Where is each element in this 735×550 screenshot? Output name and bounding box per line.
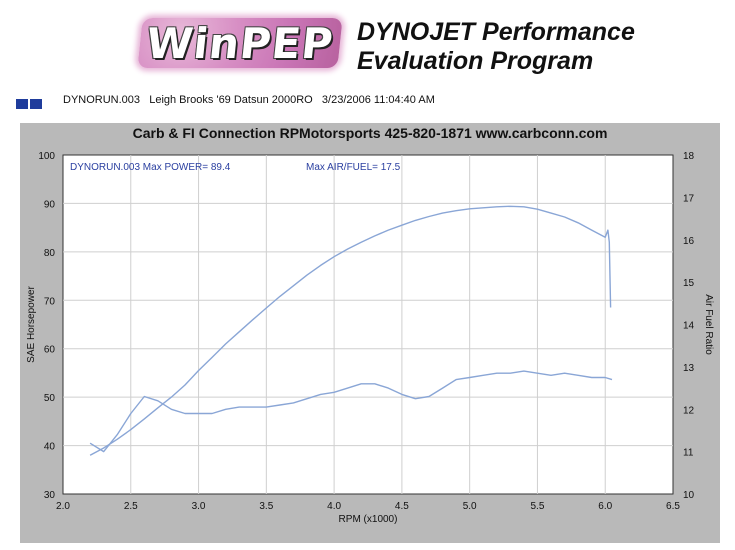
run-legend-squares (16, 96, 44, 114)
y2-tick-label: 15 (683, 278, 695, 289)
y-tick-label: 40 (44, 442, 56, 453)
y2-tick-label: 14 (683, 321, 695, 332)
x-tick-label: 6.5 (666, 501, 680, 512)
run-info: DYNORUN.003 Leigh Brooks '69 Datsun 2000… (63, 94, 435, 106)
air-fuel-line (89, 370, 613, 453)
y2-tick-label: 18 (683, 151, 695, 162)
app-title-line1: DYNOJET Performance (357, 18, 635, 46)
y2-tick-label: 17 (683, 193, 695, 204)
x-tick-label: 4.5 (395, 501, 409, 512)
run-file: DYNORUN.003 (63, 94, 141, 106)
legend-afr: Max AIR/FUEL= 17.5 (306, 162, 401, 173)
y-tick-label: 100 (38, 151, 55, 162)
y-tick-label: 70 (44, 296, 56, 307)
x-tick-label: 5.5 (530, 501, 544, 512)
y2-tick-label: 10 (683, 490, 695, 501)
y2-tick-label: 11 (683, 448, 694, 459)
x-tick-label: 2.0 (56, 501, 70, 512)
y-tick-label: 30 (44, 490, 56, 501)
x-tick-label: 4.0 (327, 501, 341, 512)
legend-power: DYNORUN.003 Max POWER= 89.4 (70, 162, 231, 173)
shop-header: Carb & FI Connection RPMotorsports 425-8… (132, 125, 608, 141)
x-tick-label: 5.0 (463, 501, 477, 512)
app-title: DYNOJET Performance Evaluation Program (357, 18, 687, 76)
x-axis-label: RPM (x1000) (339, 514, 398, 525)
y2-tick-label: 13 (683, 363, 695, 374)
run-timestamp: 3/23/2006 11:04:40 AM (321, 94, 435, 106)
app-title-line2: Evaluation Program (357, 47, 594, 75)
y-tick-label: 50 (44, 393, 56, 404)
y2-tick-label: 12 (683, 405, 695, 416)
run-description: Leigh Brooks '69 Datsun 2000RO (149, 94, 313, 106)
y-tick-label: 80 (44, 248, 56, 259)
horsepower-line (89, 205, 612, 456)
legend-square-1 (16, 99, 28, 109)
x-tick-label: 3.0 (192, 501, 206, 512)
y2-axis-label: Air Fuel Ratio (703, 294, 714, 355)
y-tick-label: 90 (44, 199, 56, 210)
x-tick-label: 2.5 (124, 501, 138, 512)
y-axis-label: SAE Horsepower (26, 285, 37, 362)
x-tick-label: 3.5 (259, 501, 273, 512)
y-tick-label: 60 (44, 345, 56, 356)
x-tick-label: 6.0 (598, 501, 612, 512)
legend-square-2 (30, 99, 42, 109)
y2-tick-label: 16 (683, 236, 695, 247)
plot-area (62, 154, 674, 495)
